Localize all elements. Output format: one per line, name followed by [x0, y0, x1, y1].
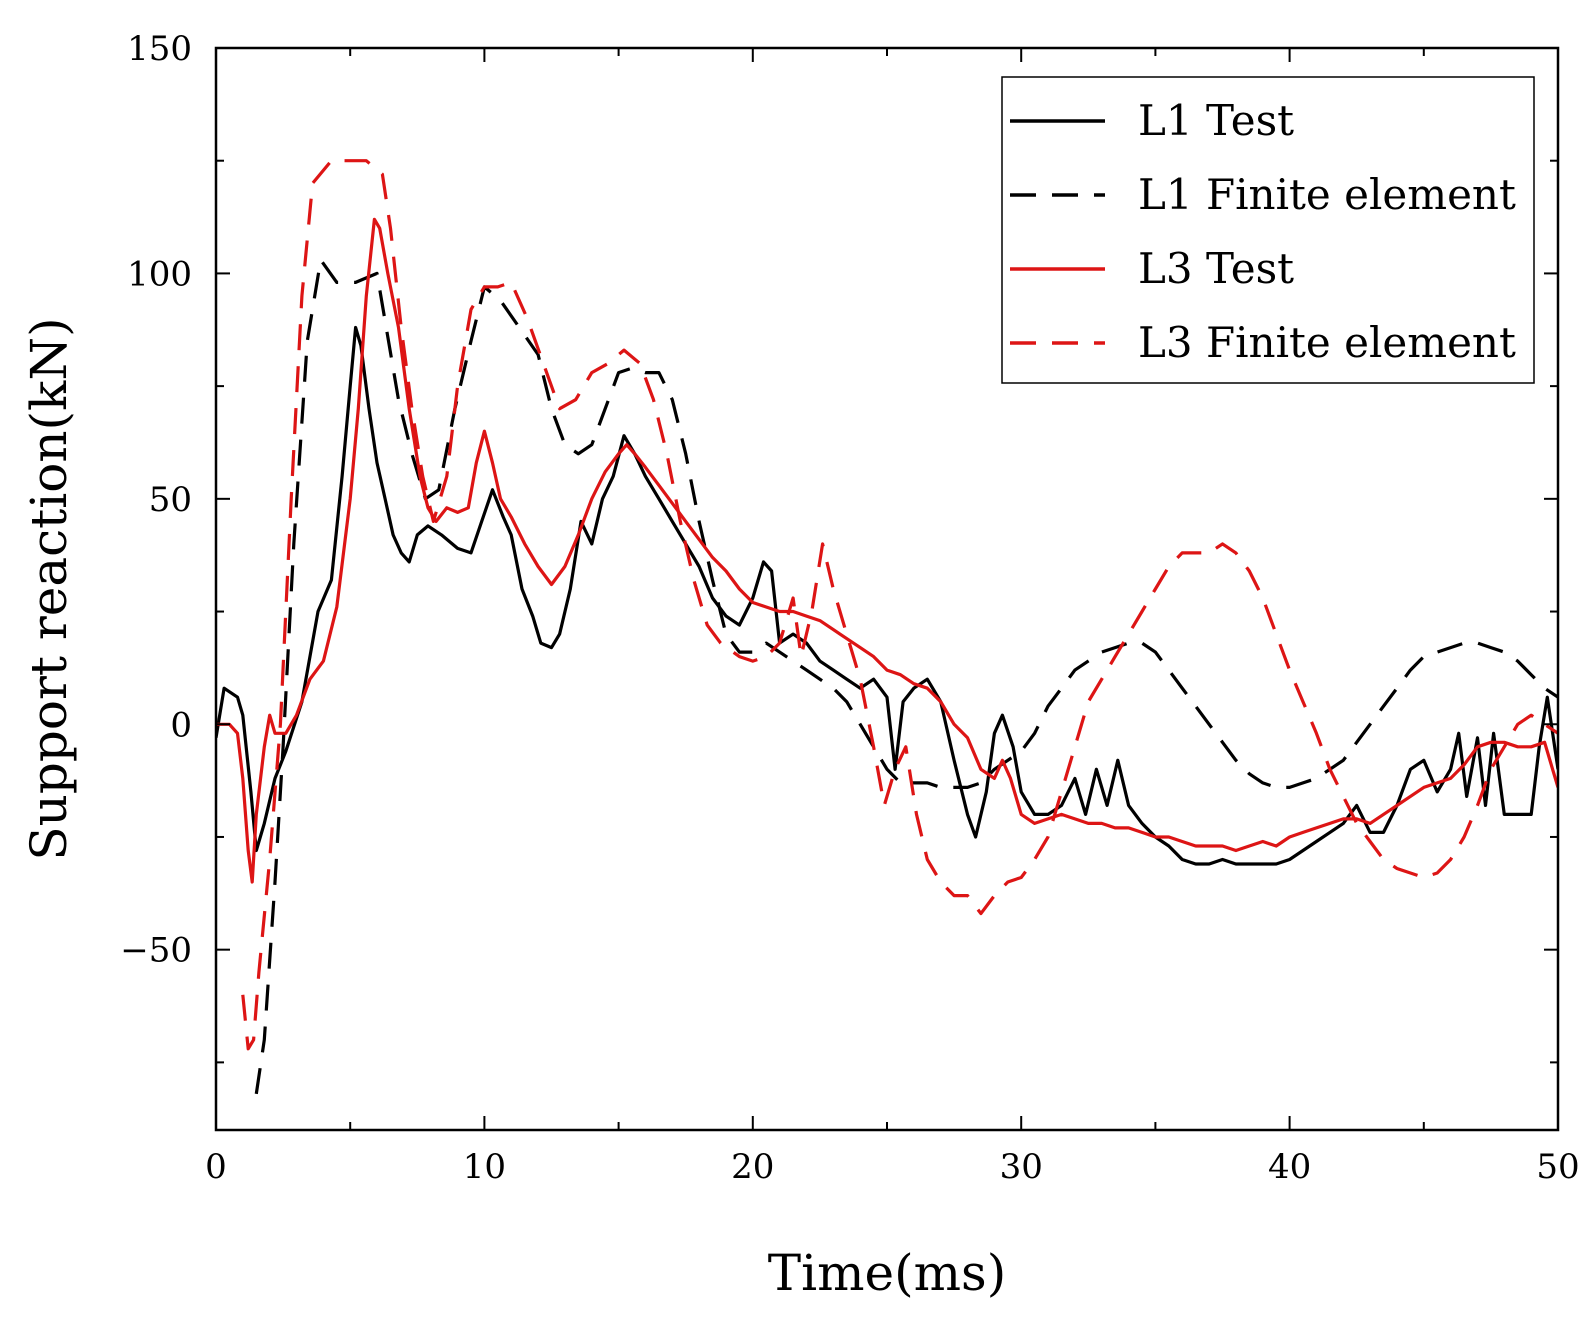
legend-label-l1-test: L1 Test	[1138, 96, 1294, 145]
x-tick-label: 0	[205, 1147, 227, 1187]
ticks-layer	[215, 47, 1559, 1130]
series-layer	[216, 159, 1558, 1095]
x-tick-label: 30	[1000, 1147, 1043, 1187]
x-tick-label: 10	[463, 1147, 506, 1187]
x-tick-label: 20	[731, 1147, 774, 1187]
x-tick-label: 40	[1268, 1147, 1311, 1187]
legend-label-l3-finite-element: L3 Finite element	[1138, 318, 1516, 367]
y-tick-label: 100	[127, 254, 192, 294]
y-tick-label: 0	[170, 705, 192, 745]
y-axis-title: Support reaction(kN)	[20, 317, 78, 860]
tick-labels: 0 10 20 30 40 50 −50 0 50 100 150	[120, 29, 1579, 1187]
series-line-l1-test	[216, 325, 1558, 866]
y-tick-label: 150	[127, 29, 192, 69]
x-tick-label: 50	[1536, 1147, 1579, 1187]
legend-box	[1001, 76, 1535, 384]
legend: L1 Test L1 Finite element L3 Test L3 Finite…	[1001, 76, 1535, 384]
series-line-l1-finite-element	[254, 258, 1558, 1095]
legend-label-l3-test: L3 Test	[1138, 244, 1294, 293]
y-tick-label: −50	[120, 931, 192, 971]
series-line-l3-test	[216, 217, 1558, 884]
y-tick-label: 50	[149, 480, 192, 520]
series-line-l3-finite-element	[241, 159, 1558, 1051]
legend-label-l1-finite-element: L1 Finite element	[1138, 170, 1516, 219]
x-axis-title: Time(ms)	[768, 1244, 1006, 1302]
